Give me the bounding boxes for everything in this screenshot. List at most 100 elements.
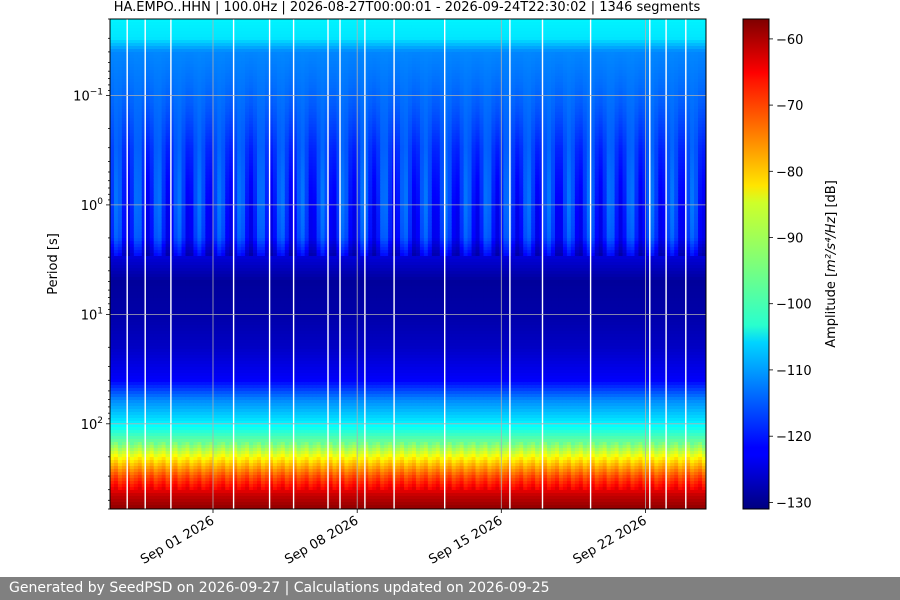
heatmap-cell: [158, 340, 163, 344]
heatmap-cell: [118, 154, 123, 158]
heatmap-cell: [122, 469, 127, 473]
heatmap-cell: [134, 148, 139, 152]
heatmap-cell: [178, 325, 183, 329]
heatmap-cell: [146, 505, 151, 509]
heatmap-cell: [138, 280, 143, 284]
heatmap-cell: [166, 55, 171, 59]
heatmap-cell: [122, 301, 127, 305]
heatmap-cell: [114, 310, 119, 314]
heatmap-cell: [150, 418, 155, 422]
heatmap-cell: [118, 349, 123, 353]
heatmap-cell: [182, 505, 187, 509]
heatmap-cell: [154, 169, 159, 173]
heatmap-cell: [182, 19, 187, 23]
heatmap-cell: [138, 70, 143, 74]
heatmap-cell: [110, 256, 115, 260]
heatmap-cell: [130, 460, 135, 464]
heatmap-cell: [138, 316, 143, 320]
heatmap-cell: [134, 271, 139, 275]
heatmap-cell: [130, 451, 135, 455]
heatmap-cell: [182, 217, 187, 221]
heatmap-cell: [158, 370, 163, 374]
heatmap-cell: [178, 178, 183, 182]
heatmap-cell: [158, 298, 163, 302]
heatmap-cell: [122, 316, 127, 320]
heatmap-cell: [150, 364, 155, 368]
heatmap-cell: [162, 463, 167, 467]
heatmap-cell: [146, 199, 151, 203]
heatmap-cell: [138, 394, 143, 398]
heatmap-cell: [114, 124, 119, 128]
heatmap-cell: [182, 466, 187, 470]
heatmap-cell: [118, 424, 123, 428]
heatmap-cell: [158, 124, 163, 128]
heatmap-cell: [158, 424, 163, 428]
heatmap-cell: [174, 406, 179, 410]
heatmap-cell: [182, 322, 187, 326]
heatmap-cell: [174, 172, 179, 176]
heatmap-cell: [130, 322, 135, 326]
heatmap-cell: [166, 247, 171, 251]
heatmap-cell: [178, 307, 183, 311]
heatmap-cell: [122, 505, 127, 509]
heatmap-cell: [110, 190, 115, 194]
heatmap-cell: [154, 82, 159, 86]
heatmap-cell: [150, 496, 155, 500]
heatmap-cell: [158, 184, 163, 188]
heatmap-cell: [174, 136, 179, 140]
heatmap-cell: [158, 244, 163, 248]
heatmap-cell: [162, 418, 167, 422]
heatmap-cell: [158, 205, 163, 209]
heatmap-cell: [130, 418, 135, 422]
heatmap-cell: [166, 376, 171, 380]
heatmap-cell: [130, 43, 135, 47]
heatmap-cell: [146, 229, 151, 233]
heatmap-cell: [114, 169, 119, 173]
heatmap-cell: [110, 196, 115, 200]
heatmap-cell: [150, 319, 155, 323]
heatmap-cell: [150, 505, 155, 509]
heatmap-cell: [134, 283, 139, 287]
heatmap-cell: [150, 316, 155, 320]
heatmap-cell: [138, 235, 143, 239]
heatmap-cell: [110, 364, 115, 368]
heatmap-cell: [174, 391, 179, 395]
heatmap-cell: [162, 409, 167, 413]
heatmap-cell: [174, 412, 179, 416]
heatmap-cell: [178, 79, 183, 83]
heatmap-cell: [122, 40, 127, 44]
heatmap-cell: [154, 265, 159, 269]
heatmap-cell: [118, 295, 123, 299]
heatmap-cell: [138, 496, 143, 500]
heatmap-cell: [174, 232, 179, 236]
heatmap-cell: [162, 493, 167, 497]
heatmap-cell: [158, 475, 163, 479]
heatmap-cell: [110, 46, 115, 50]
heatmap-cell: [134, 112, 139, 116]
heatmap-cell: [182, 64, 187, 68]
heatmap-cell: [162, 496, 167, 500]
heatmap-cell: [150, 175, 155, 179]
heatmap-cell: [114, 502, 119, 506]
heatmap-cell: [110, 232, 115, 236]
heatmap-cell: [150, 40, 155, 44]
heatmap-cell: [118, 73, 123, 77]
heatmap-cell: [174, 307, 179, 311]
heatmap-cell: [138, 259, 143, 263]
heatmap-cell: [110, 136, 115, 140]
heatmap-cell: [110, 31, 115, 35]
heatmap-cell: [134, 88, 139, 92]
heatmap-cell: [154, 295, 159, 299]
heatmap-cell: [130, 448, 135, 452]
heatmap-cell: [158, 496, 163, 500]
heatmap-cell: [138, 430, 143, 434]
heatmap-cell: [138, 406, 143, 410]
heatmap-cell: [134, 418, 139, 422]
heatmap-cell: [122, 106, 127, 110]
heatmap-cell: [146, 181, 151, 185]
heatmap-cell: [158, 283, 163, 287]
heatmap-cell: [158, 334, 163, 338]
heatmap-cell: [162, 64, 167, 68]
heatmap-cell: [122, 367, 127, 371]
heatmap-cell: [158, 403, 163, 407]
